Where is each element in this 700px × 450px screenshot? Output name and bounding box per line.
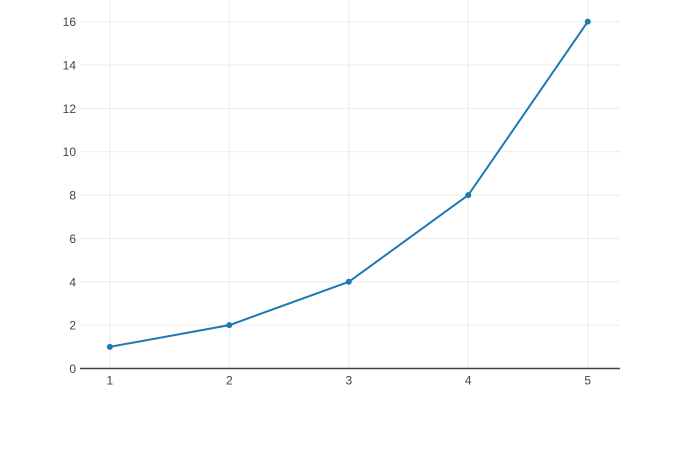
y-tick-label: 8 [69,189,76,203]
y-tick-label: 16 [63,15,77,29]
x-tick-label: 4 [465,374,472,388]
y-tick-label: 2 [69,319,76,333]
x-tick-label: 5 [584,374,591,388]
y-tick-label: 4 [69,275,76,289]
y-tick-label: 6 [69,232,76,246]
y-tick-label: 12 [63,102,77,116]
data-point-marker[interactable] [465,192,472,199]
data-point-marker[interactable] [584,18,591,25]
x-tick-label: 2 [226,374,233,388]
x-tick-label: 3 [345,374,352,388]
data-point-marker[interactable] [226,322,233,329]
x-tick-label: 1 [107,374,114,388]
y-tick-label: 10 [63,145,77,159]
data-point-marker[interactable] [345,278,352,285]
y-tick-label: 0 [69,362,76,376]
y-tick-label: 14 [63,59,77,73]
data-point-marker[interactable] [106,343,113,350]
